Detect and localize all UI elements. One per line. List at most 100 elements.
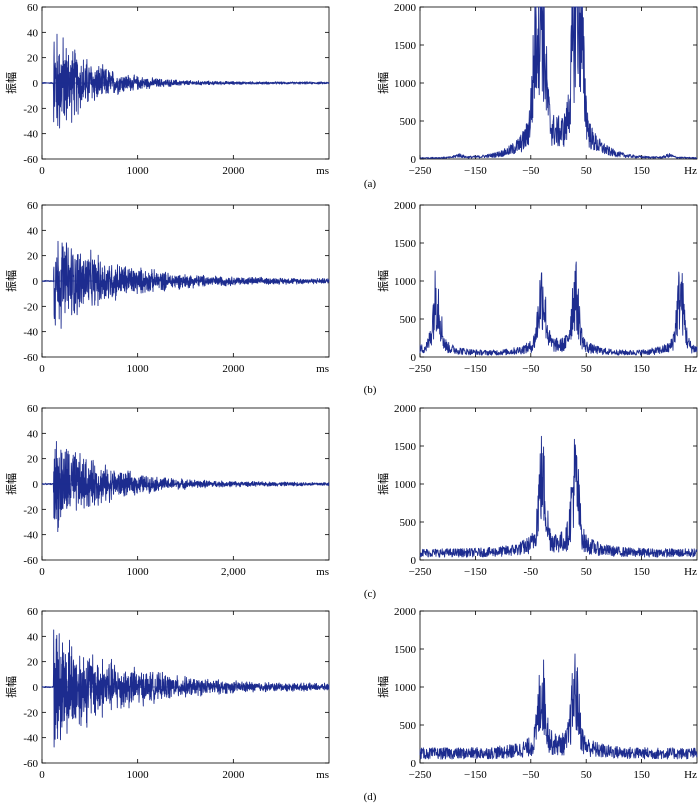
x-tick-label: 2000 (222, 769, 245, 781)
y-tick-label: 20 (27, 657, 39, 669)
x-tick-label: −50 (522, 769, 540, 781)
y-tick-label: 0 (411, 555, 417, 567)
y-tick-label: 1000 (394, 78, 417, 90)
y-tick-label: 1000 (394, 682, 417, 694)
x-tick-label: −250 (409, 769, 432, 781)
y-tick-label: 2000 (394, 2, 417, 14)
y-tick-label: 60 (27, 2, 39, 14)
x-tick-label: 1000 (127, 769, 150, 781)
y-tick-label: 2000 (394, 403, 417, 415)
y-tick-label: 1500 (394, 238, 417, 250)
amplitude-waveform (41, 240, 330, 329)
y-tick-label: -60 (23, 555, 38, 567)
amplitude-spectrum (419, 261, 698, 356)
frequency-spectrum-chart: 2000 1500 1000 500 0−250 −150 −50 50 150 Hz 振幅 (376, 606, 698, 781)
y-tick-label: 60 (27, 403, 39, 415)
x-tick-label: 150 (633, 769, 650, 781)
y-tick-label: 0 (411, 352, 417, 364)
x-tick-label: 1000 (127, 363, 150, 375)
y-tick-label: 60 (27, 200, 39, 212)
y-tick-label: -20 (23, 504, 38, 516)
y-tick-label: 40 (27, 428, 39, 440)
y-tick-label: 0 (33, 78, 39, 90)
y-tick-label: -60 (23, 758, 38, 770)
y-axis-label: 振幅 (4, 72, 18, 94)
amplitude-waveform (41, 441, 330, 533)
y-tick-label: 60 (27, 606, 39, 618)
x-unit-label: ms (316, 566, 329, 578)
y-axis-label: 振幅 (376, 676, 390, 698)
x-tick-label: 150 (633, 363, 650, 375)
x-tick-label: 150 (633, 165, 650, 177)
x-tick-label: −150 (464, 165, 487, 177)
y-tick-label: -60 (23, 352, 38, 364)
x-tick-label: 1000 (127, 165, 150, 177)
y-axis-label: 振幅 (376, 270, 390, 292)
y-tick-label: 20 (27, 454, 39, 466)
x-tick-label: 50 (581, 363, 593, 375)
x-tick-label: 0 (39, 769, 45, 781)
x-tick-label: 50 (581, 769, 593, 781)
x-unit-label: ms (316, 165, 329, 177)
amplitude-spectrum (419, 653, 698, 760)
y-tick-label: 0 (33, 479, 39, 491)
panel-label: (d) (364, 791, 377, 803)
y-tick-label: 20 (27, 53, 39, 65)
y-tick-label: 20 (27, 251, 39, 263)
panel-label: (c) (364, 588, 377, 600)
y-tick-label: 0 (411, 758, 417, 770)
y-tick-label: 500 (400, 720, 417, 732)
y-axis-label: 振幅 (4, 473, 18, 495)
y-tick-label: 2000 (394, 606, 417, 618)
x-unit-label: ms (316, 769, 329, 781)
y-tick-label: 40 (27, 27, 39, 39)
y-tick-label: 1500 (394, 40, 417, 52)
x-tick-label: 1000 (127, 566, 150, 578)
y-tick-label: 1000 (394, 276, 417, 288)
x-tick-label: 2,000 (221, 566, 246, 578)
x-tick-label: 50 (581, 566, 593, 578)
x-unit-label: Hz (684, 566, 697, 578)
y-tick-label: 2000 (394, 200, 417, 212)
x-unit-label: Hz (684, 769, 697, 781)
y-tick-label: 1500 (394, 644, 417, 656)
y-tick-label: 0 (411, 154, 417, 166)
y-tick-label: -20 (23, 707, 38, 719)
y-axis-label: 振幅 (376, 473, 390, 495)
x-tick-label: 0 (39, 165, 45, 177)
x-tick-label: −50 (522, 363, 540, 375)
amplitude-spectrum (419, 6, 698, 160)
y-tick-label: 0 (33, 682, 39, 694)
x-tick-label: −50 (522, 165, 540, 177)
y-tick-label: 500 (400, 314, 417, 326)
y-tick-label: 40 (27, 225, 39, 237)
y-tick-label: 1500 (394, 441, 417, 453)
x-tick-label: −150 (464, 769, 487, 781)
x-unit-label: ms (316, 363, 329, 375)
y-tick-label: 1000 (394, 479, 417, 491)
y-axis-label: 振幅 (376, 72, 390, 94)
plot-frame (419, 407, 698, 561)
x-tick-label: 0 (39, 566, 45, 578)
y-tick-label: -40 (23, 530, 38, 542)
y-tick-label: -40 (23, 733, 38, 745)
panel-label: (b) (364, 384, 377, 396)
y-axis-label: 振幅 (4, 270, 18, 292)
x-tick-label: −250 (409, 363, 432, 375)
x-tick-label: −250 (409, 165, 432, 177)
x-tick-label: −150 (464, 363, 487, 375)
amplitude-waveform (41, 33, 330, 129)
y-tick-label: -40 (23, 327, 38, 339)
x-tick-label: 2000 (222, 165, 245, 177)
x-tick-label: 150 (633, 566, 650, 578)
x-unit-label: Hz (684, 165, 697, 177)
x-tick-label: 0 (39, 363, 45, 375)
y-tick-label: 500 (400, 517, 417, 529)
x-tick-label: -50 (523, 566, 538, 578)
y-tick-label: 40 (27, 631, 39, 643)
